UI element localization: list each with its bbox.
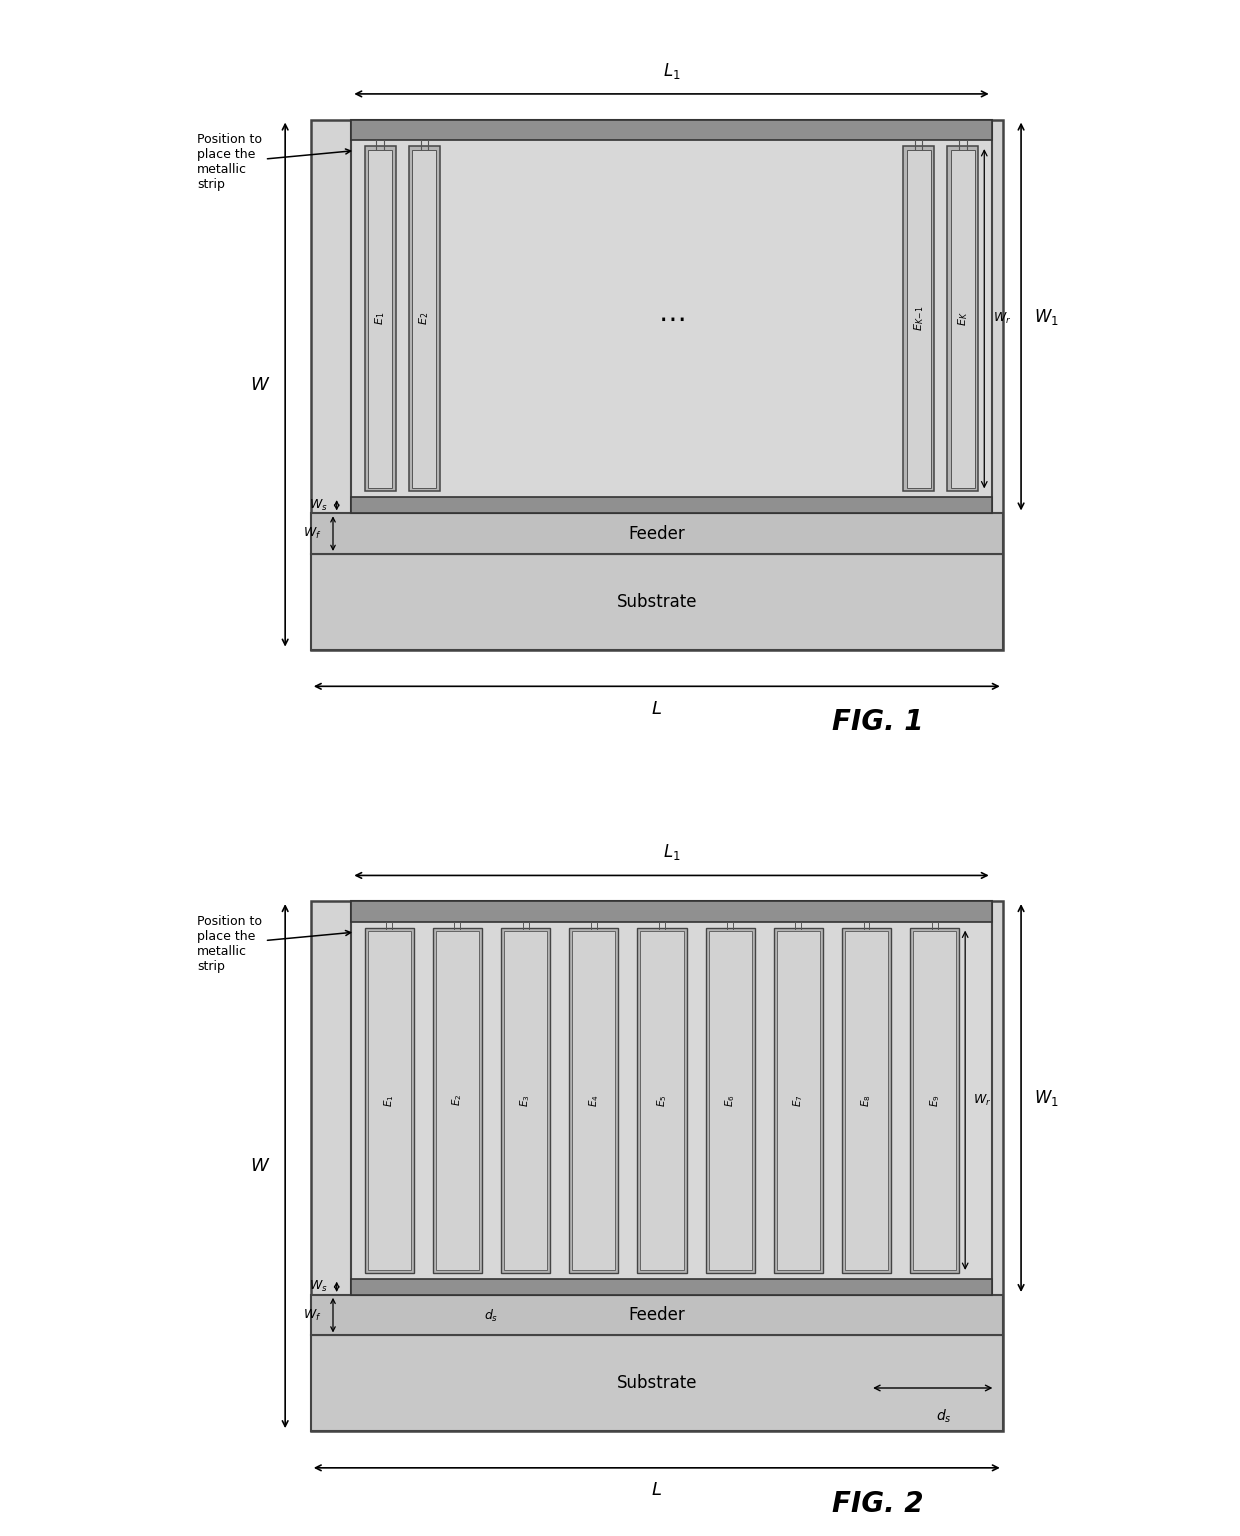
Text: $E_7$: $E_7$ [791, 1094, 805, 1106]
Bar [367, 931, 410, 1270]
Bar [365, 928, 414, 1273]
Bar [708, 931, 751, 1270]
Text: Substrate: Substrate [616, 593, 697, 611]
Text: FIG. 1: FIG. 1 [832, 708, 924, 736]
Text: $E_3$: $E_3$ [518, 1094, 532, 1106]
Text: Feeder: Feeder [629, 525, 686, 542]
Text: $E_6$: $E_6$ [723, 1094, 737, 1106]
Bar [637, 928, 687, 1273]
Bar [351, 1278, 992, 1295]
Text: $E_1$: $E_1$ [382, 1094, 396, 1106]
Bar [435, 931, 479, 1270]
Bar [913, 931, 956, 1270]
Text: $W_s$: $W_s$ [309, 498, 327, 513]
Bar [413, 151, 436, 487]
Text: $W_1$: $W_1$ [1034, 1087, 1059, 1107]
Text: $E_2$: $E_2$ [450, 1094, 464, 1106]
Text: $E_5$: $E_5$ [655, 1094, 668, 1106]
Bar [311, 554, 1003, 650]
Bar [910, 928, 960, 1273]
Text: $W_1$: $W_1$ [1034, 307, 1059, 327]
Text: $d_s$: $d_s$ [485, 1309, 498, 1324]
Text: Substrate: Substrate [616, 1375, 697, 1392]
Text: $\cdots$: $\cdots$ [658, 304, 684, 333]
Bar [351, 498, 992, 513]
Bar [906, 151, 930, 487]
Text: Position to
place the
metallic
strip: Position to place the metallic strip [197, 915, 351, 972]
Text: $L$: $L$ [651, 699, 662, 717]
Bar [774, 928, 823, 1273]
Text: Feeder: Feeder [629, 1306, 686, 1324]
Bar [572, 931, 615, 1270]
Bar [311, 513, 1003, 554]
Text: $W_f$: $W_f$ [304, 1307, 322, 1322]
Text: $L$: $L$ [651, 1481, 662, 1499]
Text: $E_8$: $E_8$ [859, 1094, 873, 1106]
Text: Position to
place the
metallic
strip: Position to place the metallic strip [197, 134, 351, 192]
Text: $W_s$: $W_s$ [309, 1279, 327, 1295]
Bar [947, 146, 978, 492]
Text: $W$: $W$ [250, 1157, 270, 1175]
Bar [569, 928, 619, 1273]
Bar [311, 1295, 1003, 1335]
Bar [503, 931, 547, 1270]
Text: $d_s$: $d_s$ [936, 1407, 951, 1424]
Bar [409, 146, 440, 492]
Bar [311, 120, 1003, 650]
Bar [351, 120, 992, 513]
Bar [365, 146, 396, 492]
Text: $E_K$: $E_K$ [956, 312, 970, 326]
Bar [501, 928, 551, 1273]
Bar [640, 931, 683, 1270]
Bar [433, 928, 482, 1273]
Bar [951, 151, 975, 487]
Bar [311, 902, 1003, 1432]
Text: $W$: $W$ [250, 376, 270, 393]
Bar [844, 931, 888, 1270]
Bar [368, 151, 392, 487]
Bar [706, 928, 755, 1273]
Text: $L_1$: $L_1$ [662, 842, 681, 862]
Text: $E_2$: $E_2$ [418, 312, 432, 326]
Text: $W_r$: $W_r$ [993, 312, 1012, 326]
Bar [351, 902, 992, 922]
Text: $E_{K\!-\!1}$: $E_{K\!-\!1}$ [911, 306, 926, 332]
Bar [311, 1335, 1003, 1432]
Text: $E_1$: $E_1$ [373, 312, 387, 326]
Text: $L_1$: $L_1$ [662, 60, 681, 81]
Bar [351, 902, 992, 1295]
Text: $E_9$: $E_9$ [928, 1094, 941, 1106]
Bar [351, 120, 992, 140]
Bar [903, 146, 934, 492]
Text: $E_4$: $E_4$ [587, 1094, 600, 1106]
Bar [776, 931, 820, 1270]
Text: $W_f$: $W_f$ [304, 525, 322, 541]
Text: $W_r$: $W_r$ [972, 1092, 991, 1107]
Bar [842, 928, 892, 1273]
Text: FIG. 2: FIG. 2 [832, 1490, 924, 1518]
